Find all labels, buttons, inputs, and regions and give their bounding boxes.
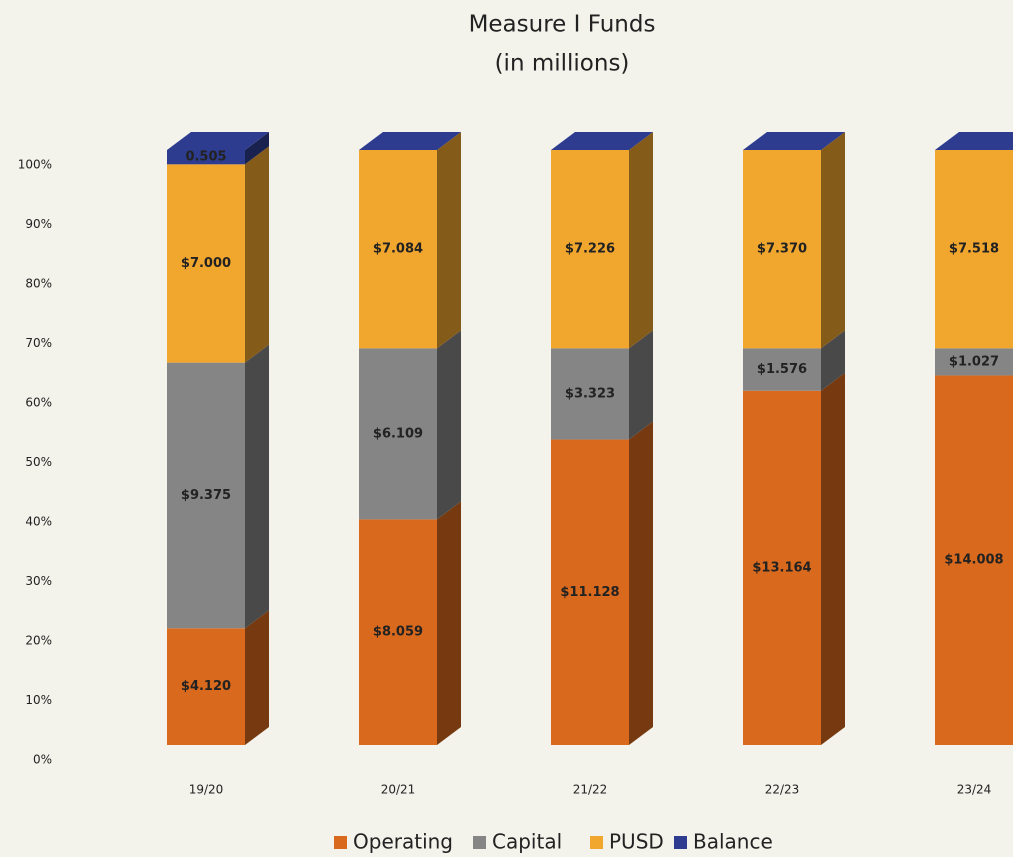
value-label: $7.084 — [373, 242, 423, 257]
bar-side — [245, 146, 269, 363]
bar-top — [167, 132, 269, 150]
value-label: $7.518 — [949, 242, 999, 257]
bar-top — [935, 132, 1013, 150]
legend-swatch — [674, 836, 687, 849]
bar-top — [359, 132, 461, 150]
bar — [743, 390, 821, 745]
bar-side — [437, 501, 461, 745]
y-tick-label: 60% — [25, 396, 52, 410]
bar — [551, 348, 629, 440]
legend-label: Balance — [693, 830, 773, 854]
legend-swatch — [590, 836, 603, 849]
value-label: $6.109 — [373, 426, 423, 441]
bar — [359, 150, 437, 349]
value-label: $1.576 — [757, 362, 807, 377]
value-label: $7.370 — [757, 242, 807, 257]
y-tick-label: 10% — [25, 693, 52, 707]
x-tick-label: 19/20 — [189, 783, 224, 797]
bar-side — [821, 330, 845, 391]
bar — [743, 150, 821, 349]
bar-side — [437, 132, 461, 349]
bar — [935, 150, 1013, 349]
value-label: $9.375 — [181, 488, 231, 503]
x-tick-label: 23/24 — [957, 783, 992, 797]
x-tick-label: 21/22 — [573, 783, 608, 797]
value-label: $11.128 — [560, 585, 619, 600]
y-tick-label: 0% — [33, 753, 52, 767]
bar-side — [245, 132, 269, 165]
legend-swatch — [473, 836, 486, 849]
bar — [167, 164, 245, 363]
bar-side — [437, 330, 461, 520]
legend-label: Capital — [492, 830, 562, 854]
chart-subtitle: (in millions) — [495, 51, 630, 77]
legend-label: PUSD — [609, 830, 664, 854]
chart-title: Measure I Funds — [469, 12, 656, 38]
bar — [551, 150, 629, 349]
bar-side — [821, 132, 845, 349]
bar — [935, 375, 1013, 745]
legend-label: Operating — [353, 830, 453, 854]
value-label: $7.226 — [565, 242, 615, 257]
bar-side — [629, 330, 653, 440]
bar-side — [821, 372, 845, 745]
value-label: $14.008 — [944, 553, 1003, 568]
y-tick-label: 100% — [18, 158, 52, 172]
y-tick-label: 90% — [25, 217, 52, 231]
bar-side — [629, 132, 653, 349]
bar-side — [245, 610, 269, 745]
value-label: $1.027 — [949, 354, 999, 369]
y-tick-label: 30% — [25, 574, 52, 588]
bar — [551, 439, 629, 745]
bar — [935, 348, 1013, 376]
bar — [743, 348, 821, 391]
bar — [359, 348, 437, 520]
value-label: 0.505 — [185, 150, 226, 165]
bar-top — [551, 132, 653, 150]
y-tick-label: 20% — [25, 634, 52, 648]
value-label: $7.000 — [181, 256, 231, 271]
bar-top — [743, 132, 845, 150]
x-tick-label: 20/21 — [381, 783, 416, 797]
y-tick-label: 40% — [25, 515, 52, 529]
value-label: $8.059 — [373, 625, 423, 640]
value-label: $13.164 — [752, 560, 811, 575]
y-tick-label: 70% — [25, 336, 52, 350]
x-tick-label: 22/23 — [765, 783, 800, 797]
bar — [359, 519, 437, 745]
value-label: $3.323 — [565, 386, 615, 401]
y-tick-label: 80% — [25, 277, 52, 291]
legend-swatch — [334, 836, 347, 849]
y-tick-label: 50% — [25, 455, 52, 469]
bar — [167, 362, 245, 629]
bar — [167, 150, 245, 165]
bar-side — [629, 421, 653, 745]
bar — [167, 628, 245, 745]
value-label: $4.120 — [181, 679, 231, 694]
bar-side — [245, 344, 269, 629]
